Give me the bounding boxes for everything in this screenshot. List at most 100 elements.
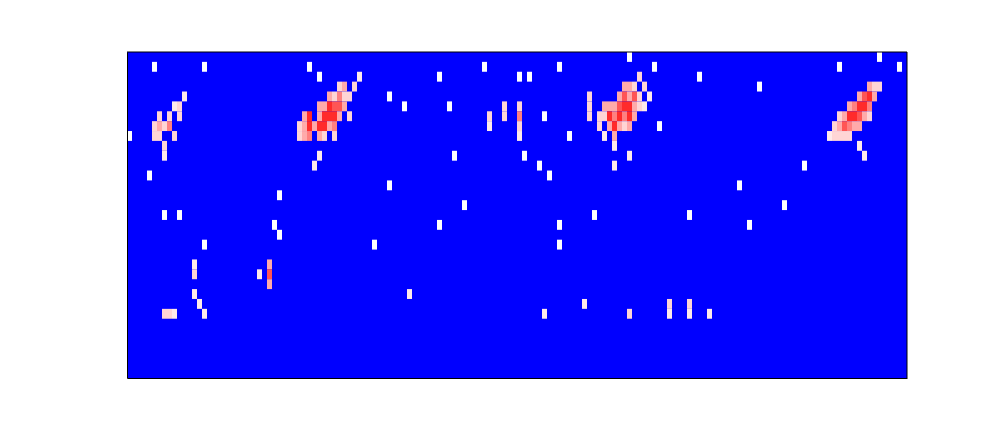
heatmap-cell <box>322 111 327 121</box>
heatmap-cell <box>837 131 842 141</box>
heatmap-cell <box>202 62 207 72</box>
heatmap-cell <box>337 111 342 121</box>
heatmap-cell <box>622 121 627 131</box>
heatmap-cell <box>627 309 632 319</box>
background <box>0 0 1008 432</box>
heatmap-cell <box>327 111 332 121</box>
heatmap-cell <box>627 151 632 161</box>
heatmap-cell <box>267 259 272 269</box>
heatmap-cell <box>167 121 172 131</box>
heatmap-cell <box>587 101 592 111</box>
heatmap-cell <box>832 121 837 131</box>
heatmap-cell <box>297 131 302 141</box>
heatmap-cell <box>407 289 412 299</box>
heatmap-cell <box>177 210 182 220</box>
heatmap-cell <box>172 309 177 319</box>
heatmap-cell <box>332 121 337 131</box>
heatmap-cell <box>542 309 547 319</box>
heatmap-cell <box>147 171 152 181</box>
heatmap-cell <box>192 269 197 279</box>
heatmap-cell <box>607 101 612 111</box>
heatmap-cell <box>332 111 337 121</box>
heatmap-cell <box>862 111 867 121</box>
heatmap-cell <box>642 101 647 111</box>
heatmap-cell <box>852 121 857 131</box>
heatmap-cell <box>612 161 617 171</box>
heatmap-cell <box>632 111 637 121</box>
x-axis <box>128 378 908 379</box>
heatmap-cell <box>347 111 352 121</box>
heatmap-cell <box>617 92 622 102</box>
heatmap-cell <box>437 220 442 230</box>
heatmap-cell <box>327 92 332 102</box>
heatmap-cell <box>827 131 832 141</box>
heatmap-cell <box>192 259 197 269</box>
heatmap-cell <box>357 72 362 82</box>
heatmap-cell <box>307 131 312 141</box>
chart <box>0 0 1008 432</box>
heatmap-cell <box>177 101 182 111</box>
heatmap-cell <box>152 121 157 131</box>
heatmap-cell <box>632 92 637 102</box>
heatmap-cell <box>587 111 592 121</box>
heatmap-cell <box>372 240 377 250</box>
heatmap-cell <box>857 101 862 111</box>
heatmap-cell <box>687 309 692 319</box>
heatmap-cell <box>582 299 587 309</box>
heatmap-cell <box>842 111 847 121</box>
heatmap-cell <box>632 101 637 111</box>
heatmap-cell <box>297 121 302 131</box>
heatmap-cell <box>622 101 627 111</box>
heatmap-cell <box>537 161 542 171</box>
heatmap-cell <box>612 111 617 121</box>
heatmap-cell <box>557 240 562 250</box>
heatmap-cell <box>627 101 632 111</box>
heatmap-cell <box>517 121 522 131</box>
heatmap-cell <box>757 82 762 92</box>
heatmap-cell <box>542 111 547 121</box>
heatmap-cell <box>152 131 157 141</box>
heatmap-cell <box>612 141 617 151</box>
heatmap-cell <box>277 190 282 200</box>
heatmap-cell <box>567 131 572 141</box>
heatmap-cell <box>612 131 617 141</box>
heatmap-cell <box>837 62 842 72</box>
heatmap-cell <box>267 269 272 279</box>
heatmap-cell <box>167 111 172 121</box>
heatmap-cell <box>192 289 197 299</box>
heatmap-cell <box>317 111 322 121</box>
heatmap-cell <box>517 101 522 111</box>
heatmap-cell <box>622 92 627 102</box>
plot-area <box>127 52 907 378</box>
heatmap-cell <box>342 92 347 102</box>
heatmap-cell <box>337 92 342 102</box>
heatmap-cell <box>402 101 407 111</box>
heatmap-cell <box>177 111 182 121</box>
heatmap-cell <box>317 131 322 141</box>
heatmap-cell <box>617 111 622 121</box>
y-axis <box>127 53 128 379</box>
heatmap-cell <box>317 101 322 111</box>
heatmap-cell <box>612 101 617 111</box>
heatmap-cell <box>857 92 862 102</box>
heatmap-cell <box>517 111 522 121</box>
heatmap-cell <box>172 131 177 141</box>
heatmap-cell <box>667 309 672 319</box>
heatmap-cell <box>462 200 467 210</box>
heatmap-cell <box>387 180 392 190</box>
heatmap-cell <box>642 82 647 92</box>
heatmap-cell <box>517 131 522 141</box>
heatmap-cell <box>342 101 347 111</box>
heatmap-cell <box>352 82 357 92</box>
heatmap-cell <box>602 131 607 141</box>
heatmap-cell <box>847 121 852 131</box>
heatmap-cell <box>172 101 177 111</box>
heatmap-cell <box>867 101 872 111</box>
heatmap-cell <box>277 230 282 240</box>
heatmap-cell <box>622 82 627 92</box>
heatmap-cell <box>832 131 837 141</box>
heatmap-cell <box>687 299 692 309</box>
heatmap-cell <box>627 92 632 102</box>
heatmap-cell <box>837 121 842 131</box>
heatmap-cell <box>452 151 457 161</box>
